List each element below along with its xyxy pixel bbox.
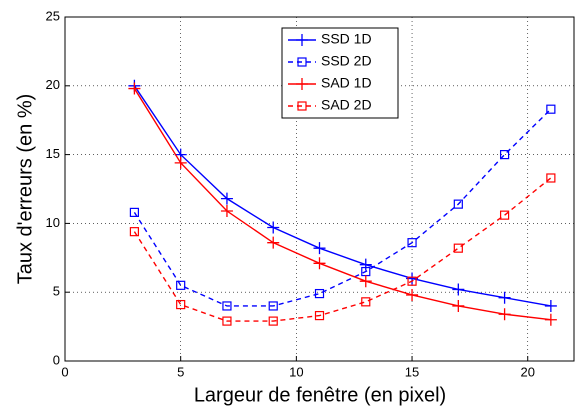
legend-marker [296, 34, 308, 46]
x-tick-label: 20 [520, 364, 534, 379]
marker [313, 242, 326, 255]
marker [546, 173, 556, 183]
marker [314, 288, 325, 299]
legend-label: SSD 2D [321, 53, 372, 69]
marker [359, 275, 372, 288]
marker [407, 238, 417, 248]
marker [222, 301, 232, 311]
marker [268, 301, 278, 311]
marker [359, 258, 372, 271]
marker [453, 199, 463, 209]
series-line [133, 88, 551, 321]
plot-frame [64, 16, 575, 362]
marker [174, 156, 187, 169]
y-tick-label: 10 [46, 215, 60, 230]
marker [128, 82, 141, 95]
marker [220, 192, 233, 205]
x-axis-label: Largeur de fenêtre (en pixel) [194, 384, 446, 406]
legend-label: SAD 2D [321, 97, 372, 113]
marker [452, 299, 465, 312]
marker [267, 221, 280, 234]
x-tick-label: 15 [405, 364, 419, 379]
marker [498, 291, 511, 304]
marker [544, 313, 557, 326]
marker [361, 297, 371, 307]
marker [499, 210, 510, 220]
marker [544, 299, 557, 312]
y-tick-label: 25 [46, 8, 60, 23]
legend-box [281, 27, 399, 119]
marker [222, 316, 232, 326]
x-tick-label: 10 [289, 364, 303, 379]
marker [268, 316, 278, 326]
y-axis-label: Taux d'erreurs (en %) [14, 94, 36, 285]
marker [314, 310, 325, 321]
marker [176, 280, 186, 290]
marker [498, 308, 511, 321]
y-tick-label: 5 [53, 284, 60, 299]
y-tick-label: 0 [53, 352, 60, 367]
x-tick-label: 0 [61, 364, 68, 379]
marker [267, 236, 280, 249]
series-line [133, 108, 552, 307]
series-line [133, 177, 552, 322]
y-tick-label: 15 [46, 146, 60, 161]
marker [407, 276, 417, 286]
marker [129, 227, 140, 237]
marker [499, 150, 510, 160]
marker [406, 288, 419, 301]
marker [176, 299, 186, 310]
legend-marker [296, 78, 308, 90]
marker [546, 104, 556, 114]
marker [313, 257, 326, 270]
marker [129, 207, 140, 217]
legend-label: SAD 1D [321, 75, 372, 91]
series-line [133, 85, 551, 307]
y-tick-label: 20 [46, 77, 60, 92]
marker [452, 283, 465, 296]
legend-marker [297, 101, 307, 111]
marker [220, 205, 233, 218]
legend-label: SSD 1D [321, 31, 372, 47]
legend-marker [297, 57, 307, 67]
marker [453, 243, 463, 253]
x-tick-label: 5 [177, 364, 184, 379]
